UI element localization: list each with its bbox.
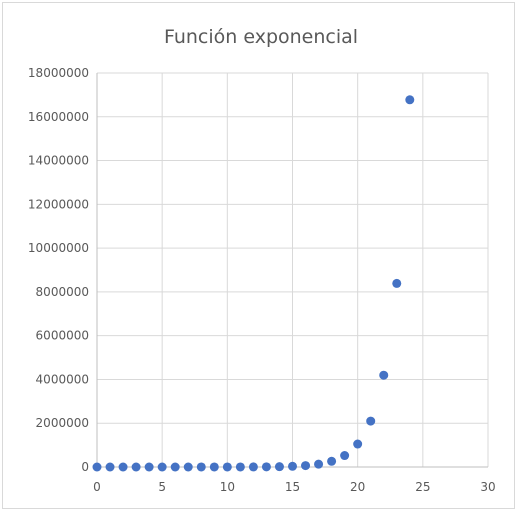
data-point — [92, 462, 102, 472]
x-tick-label: 20 — [350, 480, 365, 494]
data-point — [222, 462, 232, 472]
data-point — [340, 451, 350, 461]
data-point — [261, 462, 271, 472]
x-tick-label: 10 — [220, 480, 235, 494]
data-point — [379, 370, 389, 380]
y-tick-label: 16000000 — [28, 110, 89, 124]
data-point — [327, 456, 337, 466]
y-tick-label: 4000000 — [36, 372, 89, 386]
data-point — [235, 462, 245, 472]
data-point — [366, 416, 376, 426]
y-tick-label: 8000000 — [36, 285, 89, 299]
data-point — [196, 462, 206, 472]
data-point — [301, 461, 311, 471]
data-point — [131, 462, 141, 472]
tick-labels: 0 2000000 4000000 6000000 8000000 10000000 120… — [28, 66, 496, 494]
data-point — [248, 462, 258, 472]
x-tick-label: 25 — [415, 480, 430, 494]
chart-title: Función exponencial — [164, 26, 358, 48]
data-point — [144, 462, 154, 472]
data-point — [392, 278, 402, 288]
data-point — [118, 462, 128, 472]
data-points — [92, 95, 415, 472]
data-point — [157, 462, 167, 472]
data-point — [353, 439, 363, 449]
x-tick-label: 5 — [158, 480, 166, 494]
y-tick-label: 0 — [81, 460, 89, 474]
data-point — [170, 462, 180, 472]
y-tick-label: 6000000 — [36, 329, 89, 343]
scatter-chart: Función exponencial 0 2000000 4000000 60000… — [28, 26, 496, 494]
y-tick-label: 18000000 — [28, 66, 89, 80]
data-point — [274, 462, 284, 472]
x-tick-label: 15 — [285, 480, 300, 494]
data-point — [288, 461, 297, 471]
x-tick-label: 30 — [480, 480, 495, 494]
y-tick-label: 14000000 — [28, 154, 89, 168]
data-point — [209, 462, 219, 472]
y-tick-label: 2000000 — [36, 416, 89, 430]
chart-container: Función exponencial 0 2000000 4000000 60000… — [2, 2, 515, 509]
gridlines — [97, 72, 489, 467]
y-tick-label: 10000000 — [28, 241, 89, 255]
data-point — [183, 462, 193, 472]
data-point — [405, 95, 415, 105]
x-tick-label: 0 — [93, 480, 101, 494]
data-point — [314, 459, 324, 469]
y-tick-label: 12000000 — [28, 197, 89, 211]
data-point — [105, 462, 115, 472]
